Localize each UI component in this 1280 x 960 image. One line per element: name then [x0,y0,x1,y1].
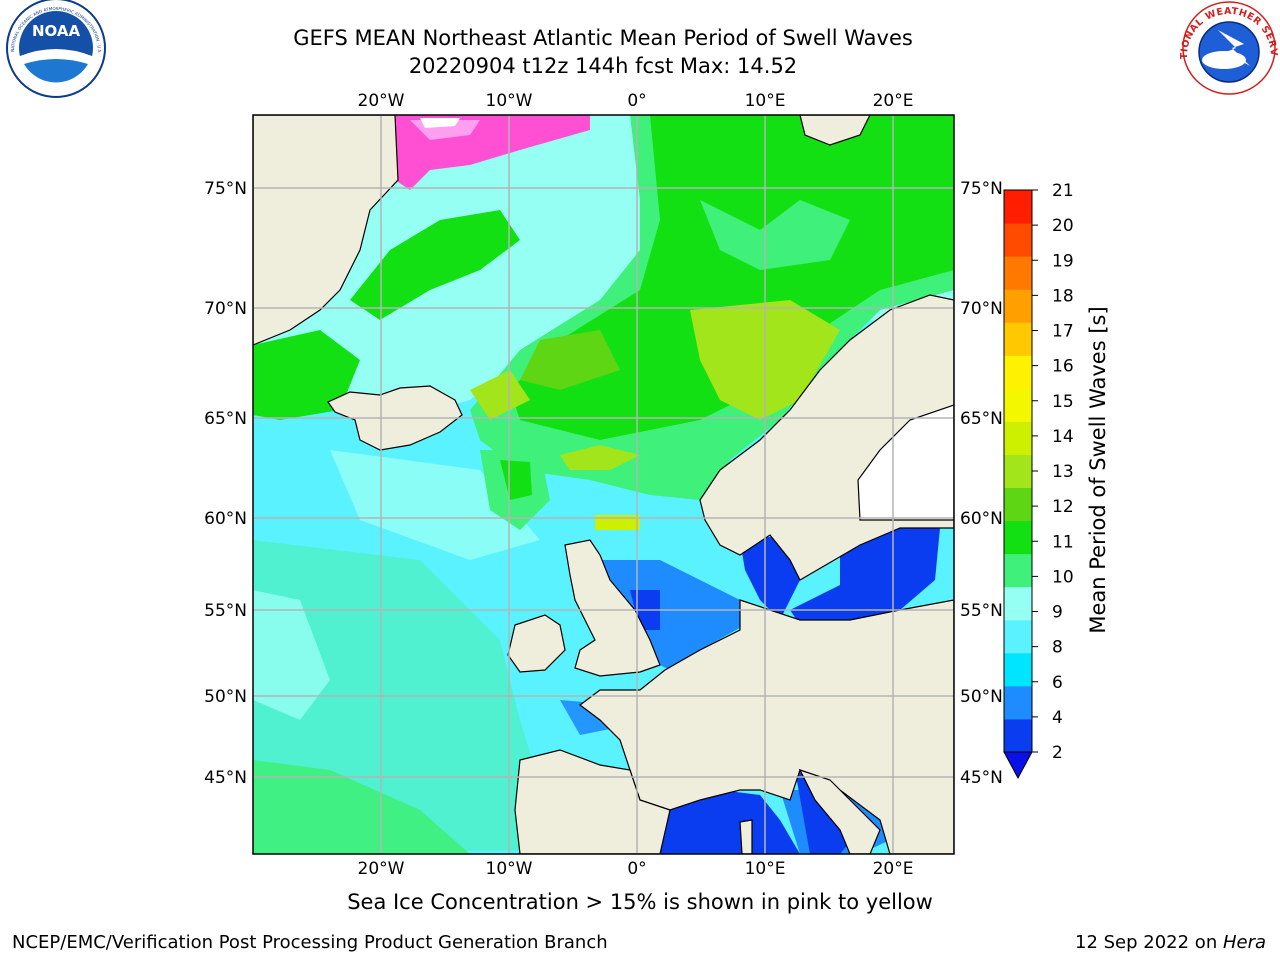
sea-ice-footnote: Sea Ice Concentration > 15% is shown in … [347,890,933,914]
colorbar-tick-label: 15 [1052,392,1074,412]
colorbar-segment [1004,322,1032,356]
svg-text:NATIONAL WEATHER SERVICE: NATIONAL WEATHER SERVICE [0,0,1279,59]
lat-label-left: 55°N [204,601,247,621]
nws-ring-text: NATIONAL WEATHER SERVICE [0,0,1279,59]
colorbar-tick-label: 20 [1052,216,1074,236]
colorbar-segment [1004,223,1032,257]
land-continental-europe [579,599,954,854]
colorbar-segment [1004,190,1032,224]
colorbar-segment [1004,487,1032,522]
lon-label-bottom: 10°W [486,859,533,879]
lon-label-top: 20°E [873,91,914,111]
colorbar-segment [1004,388,1032,422]
lon-label-bottom: 0° [627,859,646,879]
chart-title: GEFS MEAN Northeast Atlantic Mean Period… [293,26,913,50]
colorbar-tick-label: 2 [1052,743,1063,763]
colorbar-segment [1004,619,1032,654]
colorbar-tick-label: 10 [1052,567,1074,587]
land-ireland [507,614,566,673]
colorbar-segment [1004,256,1032,290]
lon-label-bottom: 20°E [873,859,914,879]
colorbar-segment [1004,289,1032,323]
colorbar-segment [1004,652,1032,687]
colorbar-tick-label: 8 [1052,638,1063,658]
land-svalbard [799,115,871,146]
colorbar-segment [1004,718,1032,753]
colorbar-tick-label: 21 [1052,181,1074,201]
map-area [253,115,954,854]
lon-label-bottom: 20°W [358,859,405,879]
colorbar-tick-label: 6 [1052,673,1063,693]
colorbar-tick-label: 16 [1052,357,1074,377]
colorbar-extend-arrow [1003,751,1033,780]
lon-label-top: 0° [627,91,646,111]
noaa-logo-icon: NOAA NATIONAL OCEANIC AND ATMOSPHERIC AD… [0,0,106,98]
colorbar-segment [1004,454,1032,489]
colorbar-tick-label: 18 [1052,286,1074,306]
chart-subtitle: 20220904 t12z 144h fcst Max: 14.52 [408,54,798,78]
land-greenland [253,115,399,346]
colorbar-tick-label: 4 [1052,708,1063,728]
colorbar-tick-label: 19 [1052,251,1074,271]
colorbar-segment [1004,553,1032,588]
graticule [253,115,954,854]
colorbar-segment [1004,520,1032,555]
colorbar-tick-label: 17 [1052,322,1074,342]
nws-logo-icon: NATIONAL WEATHER SERVICE [0,0,1279,95]
lat-label-left: 75°N [204,179,247,199]
lat-label-left: 65°N [204,409,247,429]
lat-label-right: 45°N [960,768,1003,788]
generation-date: 12 Sep 2022 on Hera [1075,932,1266,953]
colorbar-tick-label: 9 [1052,603,1063,623]
colorbar-segment [1004,355,1032,389]
lat-label-right: 60°N [960,509,1003,529]
lon-label-top: 10°W [486,91,533,111]
lon-label-top: 20°W [358,91,405,111]
producer-credit: NCEP/EMC/Verification Post Processing Pr… [12,932,608,953]
colorbar-tick-label: 13 [1052,462,1074,482]
colorbar-tick-label: 11 [1052,532,1074,552]
colorbar-segment [1004,685,1032,720]
noaa-logo-text: NOAA [32,22,81,40]
colorbar-segment [1004,421,1032,455]
land-iberia [514,749,671,854]
lat-label-right: 50°N [960,687,1003,707]
colorbar: 2 4 6 8 9 10 11 12 13 14 15 16 17 18 19 20 21 [1003,181,1074,780]
lat-label-right: 55°N [960,601,1003,621]
colorbar-tick-label: 12 [1052,497,1074,517]
lon-label-bottom: 10°E [745,859,786,879]
lat-label-left: 45°N [204,768,247,788]
map-frame [252,114,955,855]
lat-label-left: 60°N [204,509,247,529]
system-name: Hera [1222,932,1266,953]
lat-label-left: 50°N [204,687,247,707]
lat-label-left: 70°N [204,299,247,319]
lat-label-right: 75°N [960,179,1003,199]
colorbar-tick-label: 14 [1052,427,1074,447]
lat-label-right: 70°N [960,299,1003,319]
lat-label-right: 65°N [960,409,1003,429]
lon-label-top: 10°E [745,91,786,111]
colorbar-segment [1004,586,1032,621]
